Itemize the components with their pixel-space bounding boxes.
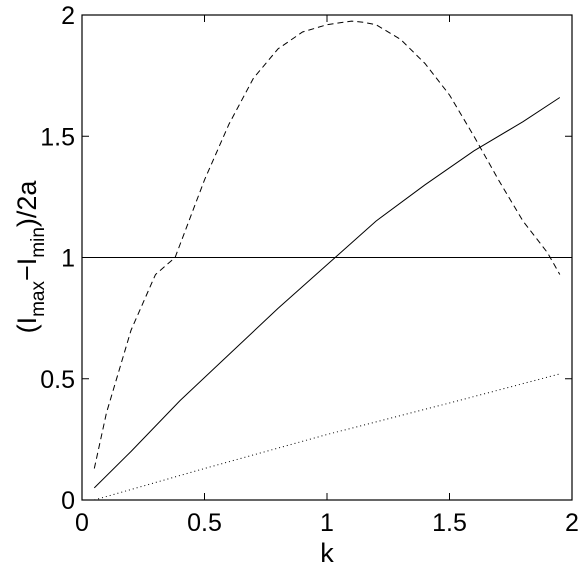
x-tick-label: 1	[320, 509, 334, 537]
y-label-open: (I	[12, 317, 42, 334]
x-tick-label: 1.5	[432, 509, 467, 537]
y-axis-label: (Imax−Imin)/2a	[12, 180, 49, 334]
x-tick-label: 0.5	[187, 509, 222, 537]
series-layer	[82, 20, 572, 501]
x-tick-label: 2	[565, 509, 579, 537]
y-label-mid: −I	[12, 258, 42, 281]
tick-labels: 0 0.5 1 1.5 2 0 0.5 1 1.5 2	[40, 2, 579, 537]
y-label-close: )/2a	[12, 180, 42, 228]
y-tick-label: 1	[61, 245, 75, 273]
x-axis-label: k	[320, 538, 334, 567]
x-tick-label: 0	[75, 509, 89, 537]
y-label-sub-max: max	[28, 281, 49, 317]
y-tick-label: 1.5	[40, 123, 75, 151]
series-line-dotted	[94, 373, 560, 501]
y-tick-label: 0.5	[40, 366, 75, 394]
series-line-solid	[93, 97, 561, 489]
y-tick-label: 2	[61, 2, 75, 30]
series-line-dashed	[93, 20, 561, 469]
y-tick-label: 0	[61, 487, 75, 515]
y-label-sub-min: min	[28, 227, 49, 258]
